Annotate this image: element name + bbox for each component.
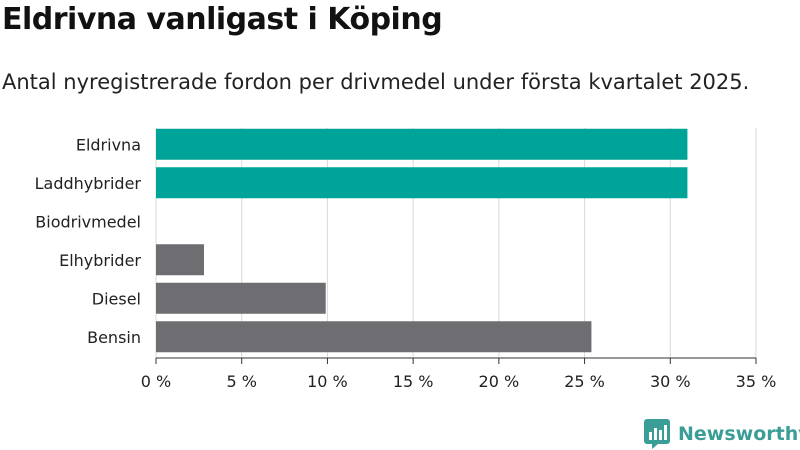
x-tick-label: 25 % [564, 372, 605, 391]
bar [156, 128, 688, 160]
x-tick-label: 15 % [393, 372, 434, 391]
x-tick-label: 35 % [736, 372, 777, 391]
x-tick-label: 0 % [141, 372, 171, 391]
bar [156, 282, 326, 314]
bar [156, 321, 592, 353]
chart-subtitle: Antal nyregistrerade fordon per drivmede… [2, 70, 750, 94]
newsworthy-logo-icon [644, 419, 670, 449]
bar [156, 244, 204, 276]
x-tick-label: 20 % [479, 372, 520, 391]
x-tick-label: 5 % [226, 372, 256, 391]
brand-name: Newsworthy [678, 423, 800, 445]
category-label: Diesel [92, 289, 141, 308]
category-label: Laddhybrider [35, 174, 142, 193]
x-tick-label: 30 % [650, 372, 691, 391]
bar [156, 167, 688, 199]
category-label: Eldrivna [76, 135, 141, 154]
category-label: Elhybrider [59, 251, 141, 270]
category-label: Biodrivmedel [35, 212, 141, 231]
chart-title: Eldrivna vanligast i Köping [2, 2, 443, 37]
brand-logo: Newsworthy [644, 419, 800, 449]
x-tick-label: 10 % [307, 372, 348, 391]
category-label: Bensin [87, 328, 141, 347]
